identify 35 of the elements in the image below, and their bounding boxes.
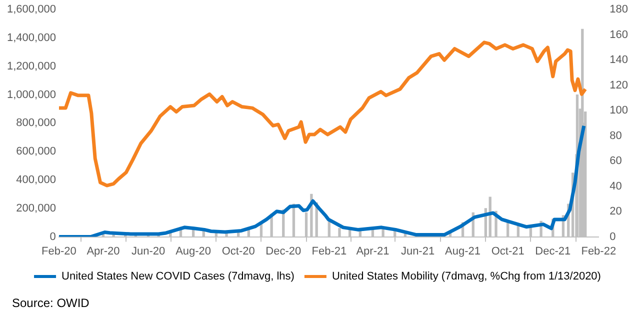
x-tick-label: Dec-21 xyxy=(535,245,571,258)
y2-tick-label: 20 xyxy=(610,206,622,218)
y2-tick-label: 60 xyxy=(610,155,622,168)
y2-tick-label: 160 xyxy=(610,28,628,41)
y-tick-label: 200,000 xyxy=(16,202,56,214)
x-tick-label: Oct-20 xyxy=(222,245,255,258)
y-tick-label: 0 xyxy=(50,230,56,243)
y-tick-label: 1,600,000 xyxy=(7,4,56,16)
y-tick-label: 400,000 xyxy=(16,174,56,186)
x-tick-label: Aug-21 xyxy=(445,245,481,258)
x-tick-label: Aug-20 xyxy=(176,245,212,258)
x-tick-label: Feb-22 xyxy=(581,245,616,258)
source-note: Source: OWID xyxy=(12,296,90,310)
x-tick-label: Dec-20 xyxy=(266,245,302,258)
y2-tick-label: 40 xyxy=(610,180,622,192)
y2-tick-label: 140 xyxy=(610,54,628,66)
y-tick-label: 1,200,000 xyxy=(7,60,56,72)
y2-tick-label: 0 xyxy=(610,230,616,243)
x-tick-label: Apr-21 xyxy=(356,245,390,258)
y-tick-label: 800,000 xyxy=(16,117,56,130)
x-tick-label: Jun-20 xyxy=(131,245,166,258)
y2-tick-label: 180 xyxy=(610,4,628,16)
x-tick-label: Apr-20 xyxy=(86,245,120,258)
x-tick-label: Oct-21 xyxy=(491,245,524,258)
legend-label: United States New COVID Cases (7dmavg, lhs) xyxy=(62,270,294,283)
y2-tick-label: 80 xyxy=(610,130,622,142)
x-tick-label: Jun-21 xyxy=(400,245,435,258)
y-tick-label: 600,000 xyxy=(16,146,56,158)
y2-tick-label: 100 xyxy=(610,104,628,117)
x-tick-label: Feb-21 xyxy=(312,245,347,258)
y-tick-label: 1,400,000 xyxy=(7,32,56,44)
x-tick-label: Feb-20 xyxy=(42,245,76,258)
y2-tick-label: 120 xyxy=(610,79,628,92)
legend-label: United States Mobility (7dmavg, %Chg from 1/13/2020) xyxy=(332,270,601,283)
y-tick-label: 1,000,000 xyxy=(7,88,56,101)
